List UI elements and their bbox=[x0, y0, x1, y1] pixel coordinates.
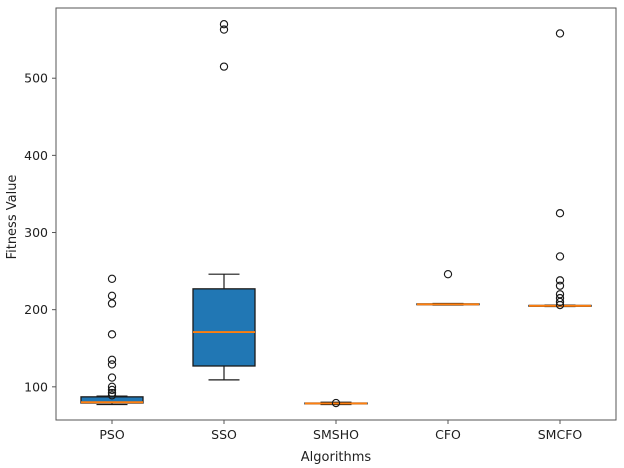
y-tick-label: 500 bbox=[24, 71, 48, 86]
x-tick-label: CFO bbox=[435, 427, 461, 442]
x-tick-label: SMSHO bbox=[313, 427, 359, 442]
outlier-point bbox=[555, 29, 565, 38]
x-tick-label: SMCFO bbox=[538, 427, 583, 442]
x-tick-label: PSO bbox=[99, 427, 124, 442]
outlier-point bbox=[331, 398, 341, 408]
outlier-point bbox=[219, 20, 229, 29]
outlier-point bbox=[107, 299, 117, 308]
y-axis-label: Fitness Value bbox=[5, 175, 20, 260]
outlier-point bbox=[107, 355, 117, 364]
outlier-point bbox=[555, 252, 565, 261]
x-tick-label: SSO bbox=[211, 427, 237, 442]
plot-area: 100 200 300 400 500 PSO SSO SMSHO CFO SMCFO bbox=[24, 7, 617, 442]
y-tick-label: 200 bbox=[24, 302, 48, 317]
outlier-point bbox=[555, 276, 565, 285]
y-tick-label: 300 bbox=[24, 225, 48, 240]
plot-frame bbox=[55, 7, 617, 421]
outlier-point bbox=[107, 330, 117, 339]
outlier-point bbox=[555, 300, 565, 310]
outlier-point bbox=[107, 385, 117, 395]
y-tick-label: 400 bbox=[24, 148, 48, 163]
outlier-point bbox=[107, 373, 117, 382]
x-axis-label: Algorithms bbox=[301, 450, 372, 465]
outlier-point bbox=[107, 391, 117, 400]
outlier-point bbox=[107, 274, 117, 283]
box-sso bbox=[192, 288, 256, 367]
outlier-point bbox=[443, 270, 453, 279]
outlier-point bbox=[555, 209, 565, 218]
outlier-point bbox=[219, 62, 229, 71]
outlier-point bbox=[219, 25, 229, 34]
outlier-point bbox=[107, 291, 117, 300]
outlier-point bbox=[107, 382, 117, 391]
outlier-point bbox=[555, 281, 565, 290]
outlier-point bbox=[107, 360, 117, 369]
y-tick-label: 100 bbox=[24, 379, 48, 394]
outlier-point bbox=[107, 388, 117, 398]
outlier-point bbox=[555, 297, 565, 307]
